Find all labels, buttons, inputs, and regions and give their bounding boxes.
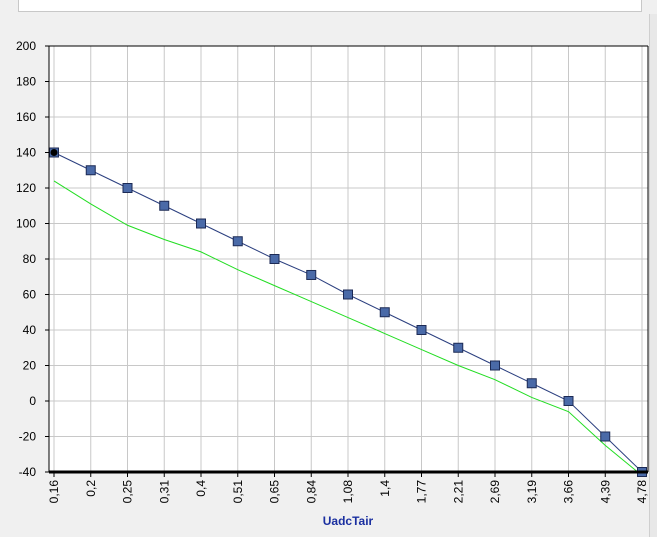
x-tick-label: 0,51	[231, 480, 245, 504]
top-panel	[18, 0, 642, 12]
y-tick-label: 80	[23, 252, 37, 266]
x-tick-label: 1,08	[341, 480, 355, 504]
y-tick-label: -40	[19, 465, 37, 479]
y-tick-label: 140	[16, 146, 36, 160]
data-point-marker[interactable]	[526, 378, 537, 389]
y-tick-label: 60	[23, 288, 37, 302]
x-tick-label: 0,4	[194, 480, 208, 497]
data-point-marker[interactable]	[416, 325, 427, 335]
data-point-marker[interactable]	[269, 254, 280, 264]
x-axis-label: UadcTair	[323, 514, 374, 528]
data-point-marker[interactable]	[196, 218, 206, 229]
data-point-marker[interactable]	[85, 165, 96, 176]
selected-point-indicator	[50, 149, 58, 156]
x-tick-label: 0,25	[121, 480, 135, 504]
x-tick-label: 4,78	[635, 480, 649, 504]
x-tick-label: 0,65	[268, 480, 282, 504]
y-tick-label: 100	[16, 217, 36, 231]
y-tick-label: 200	[16, 39, 36, 53]
x-axis-ticks: 0,16 0,2 0,25 0,31 0,4 0,51 0,65 0,84 1,08 1,4 1,7…	[47, 472, 649, 503]
y-tick-label: 20	[23, 359, 37, 373]
x-tick-label: 4,39	[598, 480, 612, 504]
series-group	[49, 147, 647, 477]
y-tick-label: 120	[16, 181, 36, 195]
data-point-marker[interactable]	[232, 236, 243, 247]
y-tick-label: 0	[29, 394, 36, 408]
y-tick-label: -20	[19, 430, 37, 444]
right-scroll-strip[interactable]	[649, 14, 657, 537]
x-tick-label: 0,2	[84, 480, 98, 497]
data-point-marker[interactable]	[343, 289, 353, 300]
x-tick-label: 1,77	[415, 480, 429, 504]
series-line-1	[53, 180, 643, 476]
x-tick-label: 0,31	[157, 480, 171, 504]
data-point-marker[interactable]	[453, 342, 464, 353]
data-point-marker[interactable]	[159, 200, 170, 211]
x-tick-label: 3,19	[525, 480, 539, 504]
data-point-marker[interactable]	[379, 307, 390, 318]
x-tick-label: 2,21	[451, 480, 465, 504]
x-tick-label: 3,66	[562, 480, 576, 504]
x-tick-label: 0,16	[47, 480, 61, 504]
data-point-marker[interactable]	[306, 269, 317, 280]
data-point-marker[interactable]	[490, 360, 500, 371]
y-tick-label: 180	[16, 75, 36, 89]
data-point-marker[interactable]	[600, 431, 611, 442]
data-point-marker[interactable]	[563, 396, 574, 406]
x-tick-label: 1,4	[378, 480, 392, 497]
data-point-marker[interactable]	[122, 183, 133, 193]
y-tick-label: 40	[23, 323, 37, 337]
x-tick-label: 0,84	[304, 480, 318, 504]
y-tick-label: 160	[16, 110, 36, 124]
x-tick-label: 2,69	[488, 480, 502, 504]
